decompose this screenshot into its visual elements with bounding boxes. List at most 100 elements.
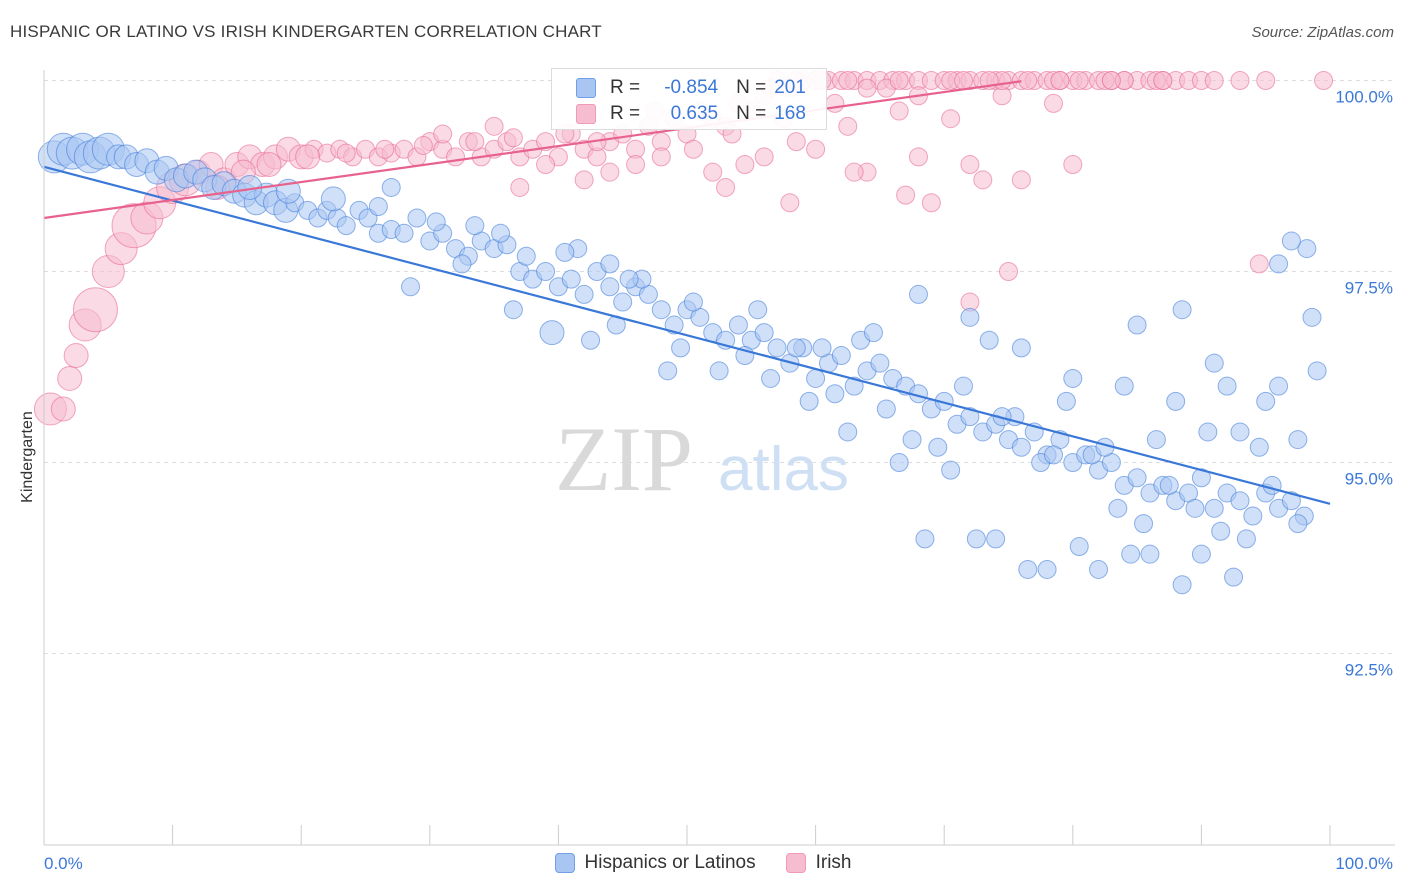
hispanic-point [728, 315, 748, 335]
irish-point [57, 365, 83, 391]
legend-swatch-hispanic [554, 853, 575, 873]
irish-point [626, 155, 646, 175]
hispanic-point [452, 254, 472, 274]
hispanic-point [1044, 445, 1064, 465]
irish-point [786, 132, 806, 152]
irish-point [336, 143, 356, 163]
irish-point [999, 262, 1018, 281]
hispanic-point [870, 353, 890, 373]
hispanic-point [465, 216, 485, 236]
hispanic-point [799, 391, 819, 411]
irish-point [735, 155, 755, 175]
r-label: R = [610, 103, 641, 124]
irish-point [1101, 71, 1121, 90]
hispanic-point [1249, 437, 1269, 457]
hispanic-point [825, 384, 845, 404]
hispanic-point [503, 300, 523, 320]
hispanic-point [1146, 430, 1166, 450]
hispanic-point [992, 407, 1012, 427]
stats-swatch-hispanic [576, 78, 596, 98]
irish-point [465, 132, 485, 152]
legend-item-irish[interactable]: Irish [785, 852, 852, 874]
hispanic-point [1121, 544, 1141, 564]
axis-labels: 92.5% 95.0% 97.5% 100.0% 0.0% 100.0% Kindergar… [19, 88, 1393, 874]
irish-point [838, 71, 858, 90]
axes [43, 70, 1395, 846]
hispanic-point [1230, 422, 1250, 442]
hispanic-point [600, 254, 620, 274]
stats-row-irish: R = 0.635 N = 168 [576, 101, 806, 127]
hispanic-point [863, 323, 883, 343]
hispanic-point [986, 529, 1006, 549]
hispanic-point [915, 529, 935, 549]
irish-point [375, 139, 395, 159]
irish-point [960, 155, 980, 175]
hispanic-point [555, 242, 575, 262]
irish-point [651, 147, 671, 167]
irish-point [1011, 170, 1031, 190]
irish-point [844, 162, 864, 182]
n-label: N = [736, 77, 767, 98]
hispanic-point [1256, 391, 1276, 411]
n-value: 168 [774, 103, 806, 124]
irish-point [1069, 71, 1089, 90]
legend-label-hispanic: Hispanics or Latinos [584, 852, 756, 873]
hispanic-point [1191, 468, 1211, 488]
irish-point [1044, 93, 1064, 113]
hispanic-point [336, 216, 356, 236]
irish-point [484, 116, 504, 136]
hispanic-point [902, 430, 922, 450]
hispanic-points [37, 132, 1327, 595]
hispanic-point [709, 361, 729, 381]
hispanic-point [536, 262, 556, 281]
hispanic-point [754, 323, 774, 343]
hispanic-point [1198, 422, 1218, 442]
y-axis-title: Kindergarten [19, 411, 36, 503]
hispanic-point [1114, 376, 1134, 396]
legend-item-hispanic[interactable]: Hispanics or Latinos [554, 852, 756, 874]
hispanic-point [1288, 514, 1308, 534]
hispanic-point [683, 292, 703, 312]
hispanic-point [1063, 368, 1083, 388]
irish-point [600, 162, 620, 182]
hispanic-point [953, 376, 973, 396]
hispanic-point [806, 368, 826, 388]
hispanic-trend-line [43, 165, 1331, 505]
chart-title: HISPANIC OR LATINO VS IRISH KINDERGARTEN… [10, 22, 602, 41]
hispanic-point [838, 422, 858, 442]
hispanic-point [1011, 437, 1031, 457]
hispanic-point [761, 368, 781, 388]
watermark-zip: ZIP [555, 408, 693, 510]
irish-point [72, 287, 118, 333]
irish-point [433, 124, 453, 144]
irish-point [1018, 71, 1038, 90]
hispanic-point [748, 300, 768, 320]
irish-point [1063, 155, 1083, 175]
hispanic-point [600, 277, 620, 297]
irish-point [413, 135, 433, 155]
hispanic-point [941, 460, 961, 480]
stats-legend-box: R = -0.854 N = 201 R = 0.635 N = 168 [551, 68, 827, 130]
hispanic-point [1018, 559, 1038, 579]
irish-point [1153, 71, 1173, 90]
hispanic-point [1069, 537, 1089, 557]
irish-point [889, 71, 909, 90]
hispanic-point [928, 437, 948, 457]
irish-point [1314, 71, 1334, 90]
hispanic-point [1262, 475, 1282, 495]
hispanic-point [574, 284, 594, 304]
r-label: R = [610, 77, 641, 98]
irish-point [953, 71, 973, 90]
hispanic-point [812, 338, 832, 358]
hispanic-point [1204, 353, 1224, 373]
hispanic-point [613, 292, 633, 312]
hispanic-point [960, 307, 980, 327]
irish-point [703, 162, 723, 182]
x-tick-label-max: 100.0% [1335, 854, 1393, 873]
hispanic-point [658, 361, 678, 381]
irish-point [256, 152, 282, 178]
hispanic-point [407, 208, 427, 228]
hispanic-point [426, 212, 446, 232]
hispanic-point [664, 315, 684, 335]
hispanic-point [889, 453, 909, 472]
